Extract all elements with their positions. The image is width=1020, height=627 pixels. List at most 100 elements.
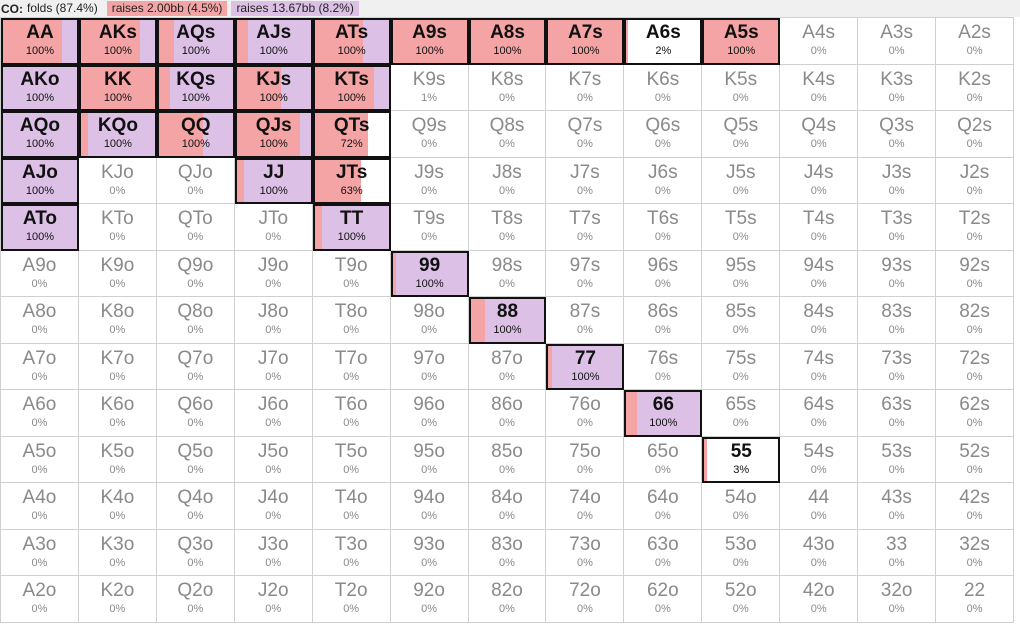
hand-cell-QJo[interactable]: QJo 0% <box>156 157 235 205</box>
hand-cell-T5o[interactable]: T5o 0% <box>312 436 391 484</box>
hand-cell-87o[interactable]: 87o 0% <box>468 343 547 391</box>
hand-cell-52o[interactable]: 52o 0% <box>702 576 781 623</box>
hand-cell-Q6s[interactable]: Q6s 0% <box>624 111 703 158</box>
hand-cell-T7s[interactable]: T7s 0% <box>546 204 625 251</box>
hand-cell-K8s[interactable]: K8s 0% <box>468 64 547 112</box>
hand-cell-AJs[interactable]: AJs 100% <box>234 18 313 65</box>
hand-cell-85s[interactable]: 85s 0% <box>702 297 781 344</box>
hand-cell-76s[interactable]: 76s 0% <box>624 343 703 391</box>
hand-cell-T2o[interactable]: T2o 0% <box>312 576 391 623</box>
hand-cell-QJs[interactable]: QJs 100% <box>234 111 313 158</box>
hand-cell-64o[interactable]: 64o 0% <box>624 483 703 530</box>
hand-cell-J2s[interactable]: J2s 0% <box>936 157 1014 205</box>
hand-cell-55[interactable]: 55 3% <box>702 436 781 484</box>
hand-cell-Q9o[interactable]: Q9o 0% <box>156 250 235 298</box>
hand-cell-K7o[interactable]: K7o 0% <box>78 343 157 391</box>
hand-cell-77[interactable]: 77 100% <box>546 343 625 391</box>
hand-cell-32o[interactable]: 32o 0% <box>858 576 937 623</box>
hand-cell-KQs[interactable]: KQs 100% <box>156 64 235 112</box>
hand-cell-J6s[interactable]: J6s 0% <box>624 157 703 205</box>
hand-cell-97s[interactable]: 97s 0% <box>546 250 625 298</box>
hand-cell-Q2s[interactable]: Q2s 0% <box>936 111 1014 158</box>
hand-cell-T2s[interactable]: T2s 0% <box>936 204 1014 251</box>
hand-cell-JTo[interactable]: JTo 0% <box>234 204 313 251</box>
hand-cell-Q5o[interactable]: Q5o 0% <box>156 436 235 484</box>
hand-cell-T7o[interactable]: T7o 0% <box>312 343 391 391</box>
hand-cell-K4s[interactable]: K4s 0% <box>780 64 859 112</box>
hand-cell-J7o[interactable]: J7o 0% <box>234 343 313 391</box>
hand-cell-A6o[interactable]: A6o 0% <box>1 390 79 437</box>
hand-cell-KQo[interactable]: KQo 100% <box>78 111 157 158</box>
hand-cell-T3s[interactable]: T3s 0% <box>858 204 937 251</box>
hand-cell-82s[interactable]: 82s 0% <box>936 297 1014 344</box>
hand-cell-92o[interactable]: 92o 0% <box>390 576 469 623</box>
hand-cell-84s[interactable]: 84s 0% <box>780 297 859 344</box>
hand-cell-53s[interactable]: 53s 0% <box>858 436 937 484</box>
hand-cell-KK[interactable]: KK 100% <box>78 64 157 112</box>
hand-cell-T9o[interactable]: T9o 0% <box>312 250 391 298</box>
hand-cell-A9s[interactable]: A9s 100% <box>390 18 469 65</box>
hand-cell-T6s[interactable]: T6s 0% <box>624 204 703 251</box>
hand-cell-K9s[interactable]: K9s 1% <box>390 64 469 112</box>
hand-cell-T8o[interactable]: T8o 0% <box>312 297 391 344</box>
hand-cell-K2s[interactable]: K2s 0% <box>936 64 1014 112</box>
hand-cell-62o[interactable]: 62o 0% <box>624 576 703 623</box>
hand-cell-ATs[interactable]: ATs 100% <box>312 18 391 65</box>
hand-cell-AJo[interactable]: AJo 100% <box>1 157 79 205</box>
hand-cell-96o[interactable]: 96o 0% <box>390 390 469 437</box>
hand-cell-T4o[interactable]: T4o 0% <box>312 483 391 530</box>
hand-cell-72s[interactable]: 72s 0% <box>936 343 1014 391</box>
hand-cell-K5s[interactable]: K5s 0% <box>702 64 781 112</box>
hand-cell-86s[interactable]: 86s 0% <box>624 297 703 344</box>
hand-cell-J3o[interactable]: J3o 0% <box>234 529 313 577</box>
hand-cell-A2o[interactable]: A2o 0% <box>1 576 79 623</box>
hand-cell-K7s[interactable]: K7s 0% <box>546 64 625 112</box>
hand-cell-J5s[interactable]: J5s 0% <box>702 157 781 205</box>
hand-cell-K3s[interactable]: K3s 0% <box>858 64 937 112</box>
hand-cell-85o[interactable]: 85o 0% <box>468 436 547 484</box>
hand-cell-97o[interactable]: 97o 0% <box>390 343 469 391</box>
hand-cell-Q2o[interactable]: Q2o 0% <box>156 576 235 623</box>
hand-cell-A6s[interactable]: A6s 2% <box>624 18 703 65</box>
hand-cell-54s[interactable]: 54s 0% <box>780 436 859 484</box>
hand-cell-42s[interactable]: 42s 0% <box>936 483 1014 530</box>
hand-cell-A5o[interactable]: A5o 0% <box>1 436 79 484</box>
hand-cell-Q9s[interactable]: Q9s 0% <box>390 111 469 158</box>
hand-cell-K4o[interactable]: K4o 0% <box>78 483 157 530</box>
hand-cell-94s[interactable]: 94s 0% <box>780 250 859 298</box>
hand-cell-A7s[interactable]: A7s 100% <box>546 18 625 65</box>
hand-cell-QTo[interactable]: QTo 0% <box>156 204 235 251</box>
hand-cell-72o[interactable]: 72o 0% <box>546 576 625 623</box>
hand-cell-84o[interactable]: 84o 0% <box>468 483 547 530</box>
hand-cell-22[interactable]: 22 0% <box>936 576 1014 623</box>
hand-cell-42o[interactable]: 42o 0% <box>780 576 859 623</box>
hand-cell-92s[interactable]: 92s 0% <box>936 250 1014 298</box>
hand-cell-AQs[interactable]: AQs 100% <box>156 18 235 65</box>
hand-cell-95s[interactable]: 95s 0% <box>702 250 781 298</box>
hand-cell-J8o[interactable]: J8o 0% <box>234 297 313 344</box>
hand-cell-83s[interactable]: 83s 0% <box>858 297 937 344</box>
hand-cell-K2o[interactable]: K2o 0% <box>78 576 157 623</box>
hand-cell-T5s[interactable]: T5s 0% <box>702 204 781 251</box>
hand-cell-88[interactable]: 88 100% <box>468 297 547 344</box>
hand-cell-K6s[interactable]: K6s 0% <box>624 64 703 112</box>
hand-cell-ATo[interactable]: ATo 100% <box>1 204 79 251</box>
hand-cell-Q4o[interactable]: Q4o 0% <box>156 483 235 530</box>
hand-cell-KTs[interactable]: KTs 100% <box>312 64 391 112</box>
hand-cell-54o[interactable]: 54o 0% <box>702 483 781 530</box>
hand-cell-74s[interactable]: 74s 0% <box>780 343 859 391</box>
hand-cell-93o[interactable]: 93o 0% <box>390 529 469 577</box>
hand-cell-J9s[interactable]: J9s 0% <box>390 157 469 205</box>
hand-cell-T3o[interactable]: T3o 0% <box>312 529 391 577</box>
hand-cell-74o[interactable]: 74o 0% <box>546 483 625 530</box>
hand-cell-Q4s[interactable]: Q4s 0% <box>780 111 859 158</box>
hand-cell-A7o[interactable]: A7o 0% <box>1 343 79 391</box>
hand-cell-44[interactable]: 44 0% <box>780 483 859 530</box>
hand-cell-99[interactable]: 99 100% <box>390 250 469 298</box>
hand-cell-32s[interactable]: 32s 0% <box>936 529 1014 577</box>
hand-cell-AKs[interactable]: AKs 100% <box>78 18 157 65</box>
hand-cell-63s[interactable]: 63s 0% <box>858 390 937 437</box>
hand-cell-JJ[interactable]: JJ 100% <box>234 157 313 205</box>
hand-cell-QTs[interactable]: QTs 72% <box>312 111 391 158</box>
hand-cell-J3s[interactable]: J3s 0% <box>858 157 937 205</box>
